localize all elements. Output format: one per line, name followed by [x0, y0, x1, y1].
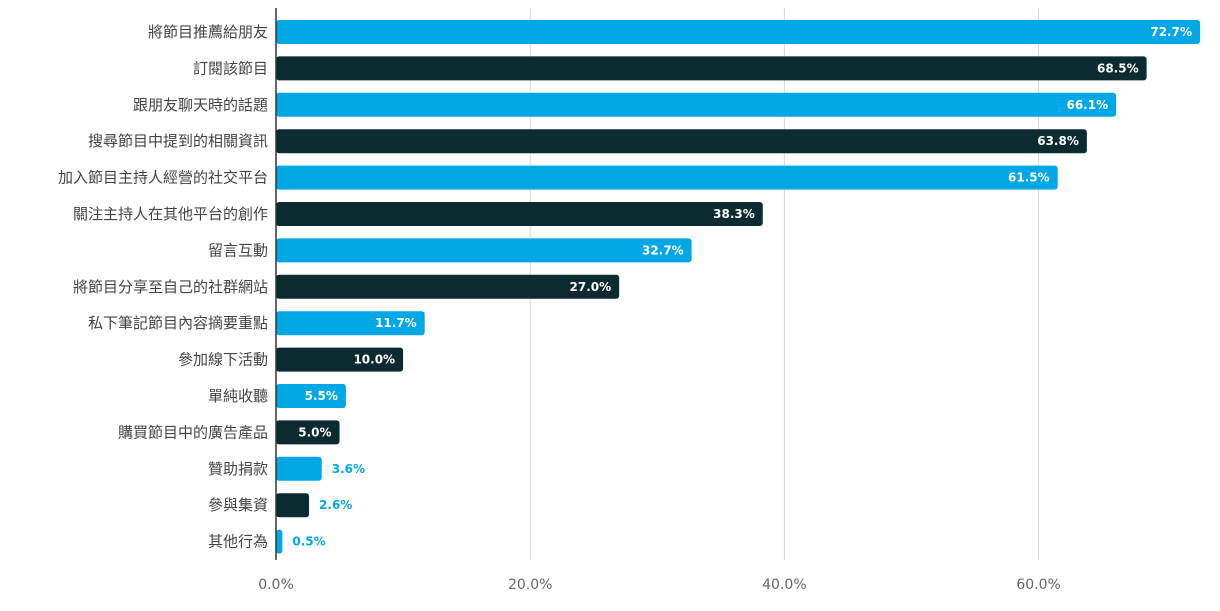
bar [276, 347, 404, 372]
category-label: 訂閱該節目 [193, 59, 268, 77]
category-label: 私下筆記節目內容摘要重點 [88, 314, 268, 332]
bar [276, 165, 1058, 190]
x-tick-labels: 0.0% 20.0% 40.0% 60.0% [258, 577, 1061, 593]
value-label: 5.5% [305, 389, 338, 403]
x-tick-label: 20.0% [508, 577, 552, 593]
bar [276, 202, 763, 226]
bar [276, 20, 1200, 44]
value-label: 61.5% [1008, 171, 1050, 185]
value-label: 2.6% [319, 498, 352, 512]
bar [276, 92, 1117, 117]
value-label: 72.7% [1150, 25, 1192, 39]
category-label: 購買節目中的廣告產品 [118, 423, 268, 441]
category-label: 加入節目主持人經營的社交平台 [58, 169, 268, 187]
bar [276, 311, 425, 336]
x-tick-label: 0.0% [258, 577, 294, 593]
category-label: 參與集資 [208, 496, 268, 514]
category-label: 將節目分享至自己的社群網站 [73, 278, 268, 296]
bar [276, 274, 620, 299]
category-label: 將節目推薦給朋友 [148, 23, 268, 41]
value-label: 38.3% [713, 207, 755, 221]
category-labels: 將節目推薦給朋友訂閱該節目跟朋友聊天時的話題搜尋節目中提到的相關資訊加入節目主持… [58, 23, 268, 551]
category-label: 其他行為 [208, 533, 268, 551]
bar [276, 420, 340, 445]
value-label: 3.6% [332, 462, 365, 476]
value-label: 0.5% [292, 535, 325, 549]
value-labels: 72.7% 68.5% 66.1% 63.8% 61.5% 38.3% 32.7% 27.0%… [292, 25, 1192, 549]
bar [276, 456, 322, 481]
value-label: 11.7% [375, 316, 417, 330]
value-label: 5.0% [298, 425, 331, 439]
bar [276, 529, 283, 554]
bar [276, 56, 1147, 81]
value-label: 63.8% [1037, 134, 1079, 148]
bar [276, 238, 692, 263]
category-label: 參加線下活動 [178, 351, 268, 369]
bar [276, 384, 346, 408]
x-tick-label: 40.0% [762, 577, 806, 593]
value-label: 27.0% [570, 280, 612, 294]
category-label: 搜尋節目中提到的相關資訊 [88, 132, 268, 150]
bar [276, 129, 1087, 154]
category-label: 贊助捐款 [208, 460, 268, 478]
bars [276, 20, 1200, 554]
category-label: 關注主持人在其他平台的創作 [73, 205, 268, 223]
value-label: 32.7% [642, 243, 684, 257]
category-label: 留言互動 [208, 241, 268, 259]
value-label: 10.0% [353, 353, 395, 367]
bar [276, 493, 310, 518]
value-label: 68.5% [1097, 61, 1139, 75]
category-label: 跟朋友聊天時的話題 [133, 96, 268, 114]
category-label: 單純收聽 [208, 387, 268, 405]
value-label: 66.1% [1066, 98, 1108, 112]
x-tick-label: 60.0% [1016, 577, 1060, 593]
